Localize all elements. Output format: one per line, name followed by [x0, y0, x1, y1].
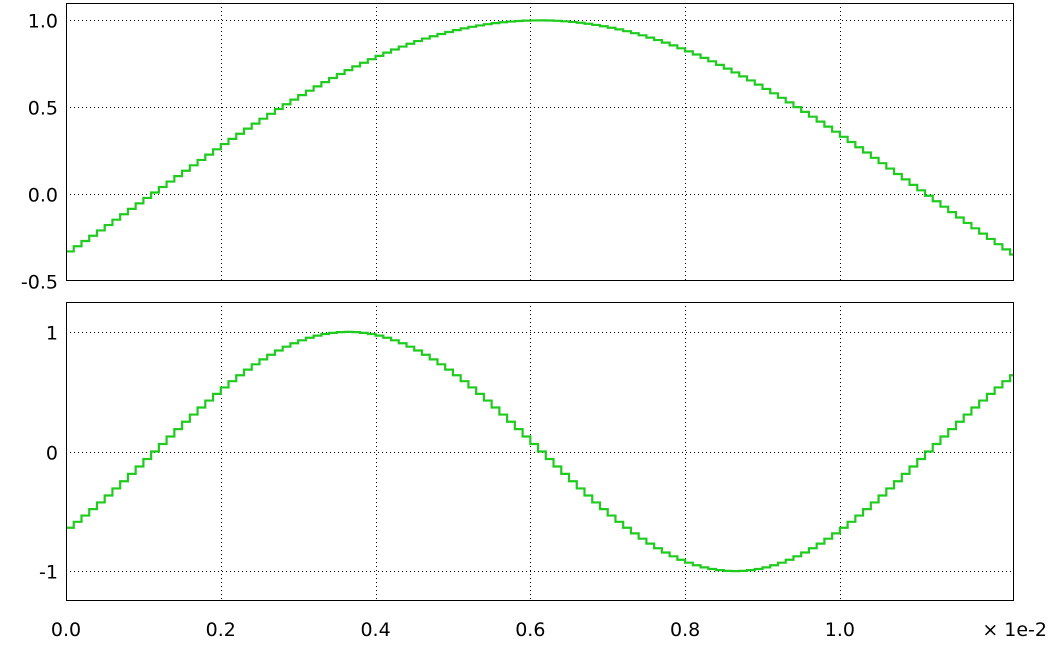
- x-axis-multiplier-label: × 1e-2: [982, 619, 1047, 641]
- panel-1-ytick-label-1: 0: [46, 443, 58, 465]
- panel-0-ytick-label-2: 0.5: [28, 98, 58, 120]
- x-tick-label-3: 0.6: [515, 619, 545, 641]
- panel-0-ytick-label-1: 0.0: [28, 185, 58, 207]
- panel-0-ytick-label-0: -0.5: [21, 272, 58, 294]
- x-tick-label-0: 0.0: [51, 619, 81, 641]
- top-panel-trace: [66, 19, 1014, 256]
- panel-0-series-0-line: [66, 19, 1014, 256]
- x-tick-label-4: 0.8: [670, 619, 700, 641]
- bottom-panel-y-ticks: -1 0 1: [39, 323, 58, 584]
- x-tick-label-1: 0.2: [206, 619, 236, 641]
- bottom-panel-trace: [66, 330, 1014, 573]
- top-panel-frame: [66, 3, 1014, 281]
- x-axis-tick-labels: 0.0 0.2 0.4 0.6 0.8 1.0: [51, 619, 855, 641]
- top-panel-y-ticks: -0.5 0.0 0.5 1.0: [21, 11, 58, 294]
- panel-1-ytick-label-0: -1: [39, 562, 58, 584]
- panel-0-ytick-label-3: 1.0: [28, 11, 58, 33]
- top-panel-grid: [66, 3, 1014, 281]
- top-panel: -0.5 0.0 0.5 1.0: [21, 3, 1014, 294]
- panel-1-ytick-label-2: 1: [46, 323, 58, 345]
- bottom-panel: -1 0 1: [39, 302, 1014, 601]
- panel-1-series-0-line: [66, 330, 1014, 573]
- bottom-panel-frame: [66, 302, 1014, 601]
- x-tick-label-2: 0.4: [360, 619, 390, 641]
- x-tick-label-5: 1.0: [825, 619, 855, 641]
